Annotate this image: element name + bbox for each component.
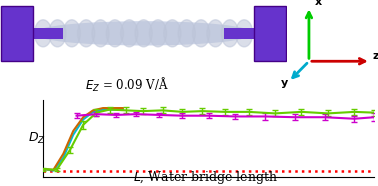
Text: $E_Z$ = 0.09 V/Å: $E_Z$ = 0.09 V/Å (85, 76, 168, 94)
Ellipse shape (221, 20, 239, 47)
Ellipse shape (178, 20, 195, 47)
Ellipse shape (63, 20, 81, 47)
Y-axis label: $D_Z$: $D_Z$ (28, 131, 45, 146)
Ellipse shape (192, 20, 210, 47)
Text: x: x (315, 0, 322, 7)
FancyBboxPatch shape (254, 6, 286, 61)
Ellipse shape (49, 20, 66, 47)
Ellipse shape (235, 20, 253, 47)
Ellipse shape (207, 20, 224, 47)
Ellipse shape (121, 20, 138, 47)
Ellipse shape (34, 22, 253, 45)
Text: z: z (373, 51, 378, 61)
FancyBboxPatch shape (2, 6, 33, 61)
Ellipse shape (106, 20, 124, 47)
Ellipse shape (149, 20, 167, 47)
Text: $L$, Water bridge length: $L$, Water bridge length (133, 169, 279, 186)
Ellipse shape (135, 20, 152, 47)
Ellipse shape (164, 20, 181, 47)
FancyBboxPatch shape (29, 28, 63, 39)
FancyBboxPatch shape (224, 28, 259, 39)
Text: y: y (281, 78, 288, 88)
Ellipse shape (34, 20, 52, 47)
Ellipse shape (77, 20, 95, 47)
Ellipse shape (92, 20, 109, 47)
